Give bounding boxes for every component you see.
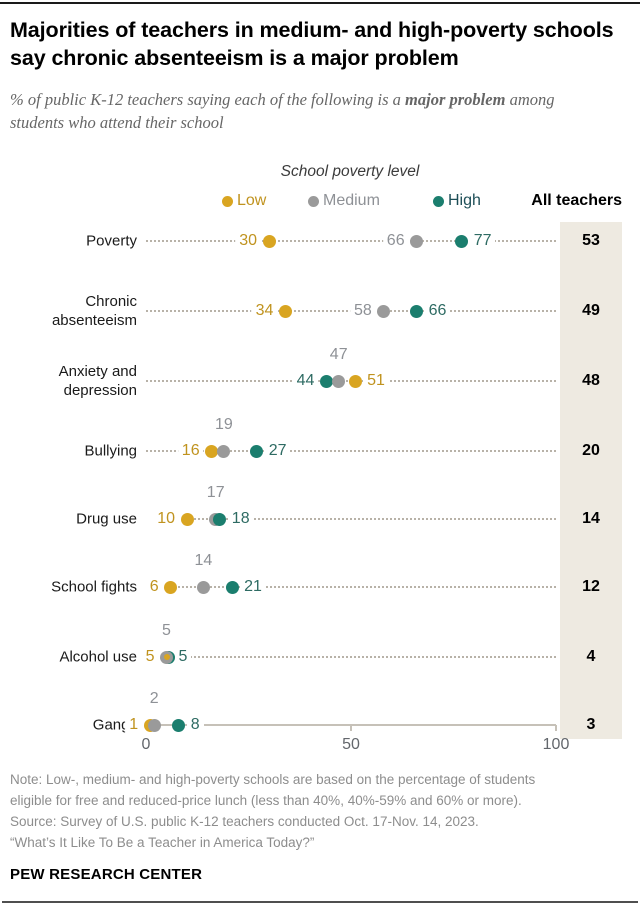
all-teachers-value: 14: [582, 510, 600, 527]
legend-item-medium: Medium: [308, 192, 380, 210]
dot-medium: [196, 580, 210, 594]
value-label-high: 8: [186, 716, 204, 734]
legend-label: Low: [237, 192, 267, 209]
dot-medium: [377, 304, 391, 318]
value-label-high: 77: [469, 232, 496, 250]
value-label-low: 34: [251, 302, 278, 320]
legend-dot-high-icon: [433, 195, 444, 207]
value-label-medium: 66: [382, 232, 409, 250]
value-label-medium: 47: [329, 346, 348, 363]
value-label-high: 44: [292, 372, 319, 390]
chart-subtitle: % of public K-12 teachers saying each of…: [10, 88, 570, 135]
category-label: Gangs: [92, 716, 137, 734]
value-label-medium: 2: [149, 690, 159, 707]
value-label-low: 6: [145, 578, 163, 596]
value-label-medium: 5: [162, 622, 171, 639]
x-axis-tick-label: 50: [342, 736, 360, 753]
subtitle-prefix: % of public K-12 teachers saying each of…: [10, 90, 406, 109]
legend-title: School poverty level: [280, 163, 420, 180]
all-teachers-value: 12: [582, 578, 600, 595]
dot-high: [410, 304, 424, 318]
x-axis-tick-label: 0: [141, 736, 151, 753]
dot-medium: [147, 718, 161, 732]
dot-low: [348, 374, 362, 388]
chart-title: Majorities of teachers in medium- and hi…: [10, 18, 614, 71]
category-label: Poverty: [86, 232, 137, 250]
value-label-medium: 19: [214, 416, 233, 433]
x-axis-tick: [350, 725, 352, 731]
legend-item-low: Low: [222, 192, 266, 210]
x-axis-tick: [555, 725, 557, 731]
dot-low: [163, 654, 170, 660]
category-label: Bullying: [84, 442, 137, 460]
leader-line: [146, 450, 556, 452]
dot-high: [455, 234, 469, 248]
leader-line: [146, 240, 556, 242]
note-text: Note: Low-, medium- and high-poverty sch…: [10, 772, 536, 850]
brand: PEW RESEARCH CENTER: [10, 866, 203, 883]
bottom-rule: [2, 901, 638, 903]
all-teachers-value: 49: [582, 302, 600, 319]
value-label-high: 18: [227, 510, 254, 528]
category-label: School fights: [51, 578, 137, 596]
value-label-medium: 14: [194, 552, 213, 569]
dot-high: [172, 718, 186, 732]
value-label-low: 51: [363, 372, 389, 390]
dot-high: [225, 580, 239, 594]
dot-low: [164, 580, 178, 594]
value-label-high: 21: [240, 578, 266, 596]
value-label-medium: 58: [350, 302, 376, 320]
category-label: Anxiety and depression: [58, 362, 137, 399]
value-label-high: 27: [264, 442, 291, 460]
dot-low: [180, 512, 194, 526]
category-label: Drug use: [76, 510, 137, 528]
value-label-low: 30: [235, 232, 261, 250]
dot-medium: [410, 234, 424, 248]
all-teachers-value: 48: [582, 372, 600, 389]
legend-label: Medium: [323, 192, 380, 209]
category-label: Chronic absenteeism: [51, 292, 137, 329]
all-teachers-value: 3: [586, 716, 596, 733]
value-label-medium: 17: [206, 484, 225, 501]
dot-low: [262, 234, 276, 248]
value-label-low: 16: [177, 442, 204, 460]
legend-dot-low-icon: [222, 195, 233, 207]
leader-line: [161, 656, 556, 658]
dot-medium: [332, 374, 346, 388]
leader-line: [165, 586, 556, 588]
leader-line: [182, 518, 556, 520]
legend-label: High: [448, 192, 481, 209]
subtitle-bold: major problem: [405, 90, 506, 109]
value-label-low: 5: [141, 648, 159, 666]
all-teachers-header: All teachers: [531, 192, 622, 209]
all-teachers-value: 20: [582, 442, 600, 459]
all-teachers-value: 53: [582, 232, 600, 249]
all-teachers-column: [560, 222, 622, 739]
legend-item-high: High: [433, 192, 481, 210]
value-label-low: 10: [153, 510, 179, 528]
top-rule: [0, 2, 640, 4]
legend-dot-medium-icon: [308, 195, 319, 207]
x-axis-tick-label: 100: [542, 736, 570, 753]
dot-low: [278, 304, 292, 318]
subtitle-suffix: among students who attend their school: [10, 90, 555, 133]
dot-high: [213, 512, 227, 526]
value-label-high: 5: [174, 648, 192, 666]
dot-medium: [217, 444, 231, 458]
category-label: Alcohol use: [59, 648, 137, 666]
dot-high: [319, 374, 333, 388]
value-label-high: 66: [424, 302, 451, 320]
all-teachers-value: 4: [586, 648, 596, 665]
value-label-low: 1: [125, 716, 143, 734]
dot-high: [250, 444, 264, 458]
dot-low: [205, 444, 219, 458]
